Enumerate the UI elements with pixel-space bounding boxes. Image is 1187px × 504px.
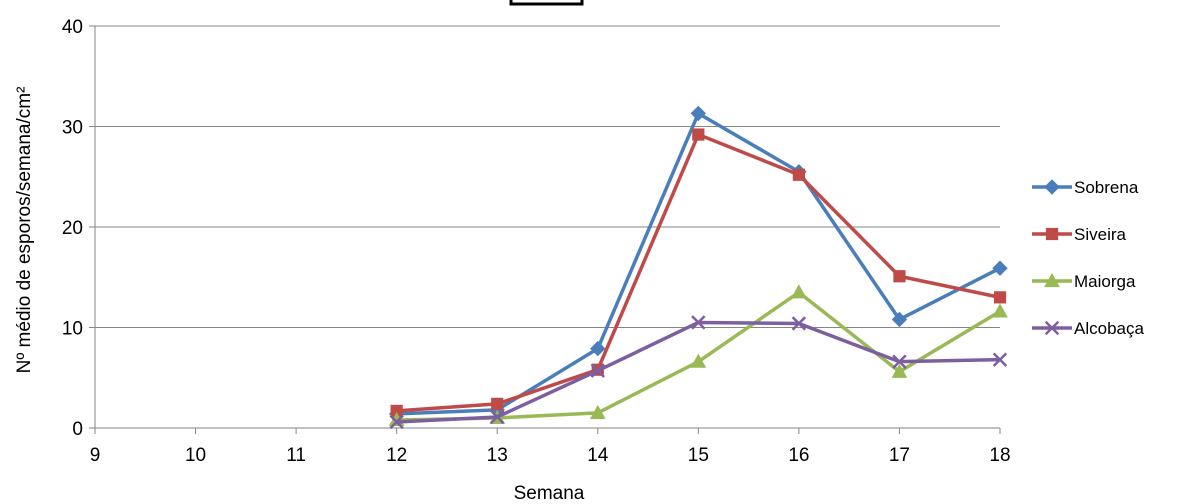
legend-marker-alcobaca-stroke-2	[1044, 320, 1060, 336]
x-tick-label-12: 12	[386, 445, 407, 466]
y-tick-label-30: 30	[62, 118, 83, 139]
data-series	[388, 105, 1008, 430]
point-alcobaca-16-stroke-2	[791, 316, 807, 331]
y-tick-label-0: 0	[72, 419, 83, 440]
point-sobrena-15	[690, 105, 707, 122]
point-sobrena-18	[992, 260, 1008, 276]
x-tick-label-18: 18	[989, 445, 1010, 466]
legend: Sobrena Siveira Maiorga Alcobaça	[1032, 178, 1144, 338]
x-axis-tick-labels: 9 10 11 12 13 14 15 16 17 18	[90, 445, 1011, 466]
gridlines	[95, 25, 1000, 328]
point-maiorga-14	[589, 404, 606, 420]
point-alcobaca-12-stroke-2	[389, 414, 404, 430]
point-alcobaca-18-stroke-2	[992, 352, 1008, 367]
point-alcobaca-17-stroke-2	[892, 354, 907, 369]
x-tick-label-15: 15	[688, 445, 709, 466]
legend-marker-siveira	[1045, 227, 1059, 241]
legend-item-sobrena: Sobrena	[1032, 178, 1139, 197]
axes	[89, 25, 1001, 434]
series-siveira	[390, 128, 1007, 418]
point-siveira-15	[692, 128, 705, 141]
point-alcobaca-13-stroke-2	[490, 409, 505, 425]
point-alcobaca-14-stroke-2	[590, 363, 605, 378]
title-placeholder-box	[509, 0, 584, 6]
y-tick-label-40: 40	[62, 17, 83, 38]
legend-label-alcobaca: Alcobaça	[1074, 319, 1144, 338]
point-siveira-17	[893, 270, 906, 283]
point-sobrena-17	[891, 311, 908, 328]
x-tick-label-14: 14	[587, 445, 609, 466]
legend-item-siveira: Siveira	[1032, 225, 1127, 244]
point-siveira-18	[993, 291, 1007, 304]
point-alcobaca-14	[590, 363, 605, 378]
legend-label-sobrena: Sobrena	[1074, 178, 1139, 197]
y-axis-tick-labels: 0 10 20 30 40	[62, 17, 83, 440]
point-alcobaca-13	[490, 409, 505, 425]
point-alcobaca-18	[992, 352, 1008, 367]
point-maiorga-15	[690, 353, 707, 368]
x-tick-label-16: 16	[788, 445, 809, 466]
y-axis-title: Nº médio de esporos/semana/cm²	[14, 87, 35, 374]
x-axis-title: Semana	[514, 483, 585, 504]
point-sobrena-14	[590, 340, 606, 357]
point-alcobaca-15	[691, 315, 706, 330]
legend-marker-alcobaca	[1044, 320, 1060, 336]
point-alcobaca-15-stroke-2	[691, 315, 706, 330]
point-maiorga-18	[992, 303, 1008, 318]
point-alcobaca-12	[389, 414, 404, 430]
y-tick-label-10: 10	[62, 319, 83, 340]
point-maiorga-17	[891, 363, 908, 378]
point-siveira-16	[792, 168, 805, 181]
y-tick-label-20: 20	[62, 218, 83, 239]
legend-marker-sobrena	[1044, 179, 1060, 195]
x-tick-label-17: 17	[889, 445, 910, 466]
series-alcobaca	[389, 315, 1008, 430]
x-tick-label-9: 9	[90, 445, 101, 466]
legend-marker-maiorga	[1044, 272, 1060, 288]
legend-item-maiorga: Maiorga	[1032, 272, 1136, 291]
legend-label-maiorga: Maiorga	[1074, 272, 1136, 291]
point-alcobaca-17	[892, 354, 907, 369]
legend-item-alcobaca: Alcobaça	[1032, 319, 1144, 338]
x-tick-label-11: 11	[286, 445, 306, 466]
point-alcobaca-16	[791, 316, 807, 331]
x-tick-label-13: 13	[487, 445, 508, 466]
legend-label-siveira: Siveira	[1074, 225, 1127, 244]
x-tick-label-10: 10	[185, 445, 206, 466]
point-siveira-13	[491, 397, 504, 410]
point-maiorga-16	[791, 284, 807, 299]
